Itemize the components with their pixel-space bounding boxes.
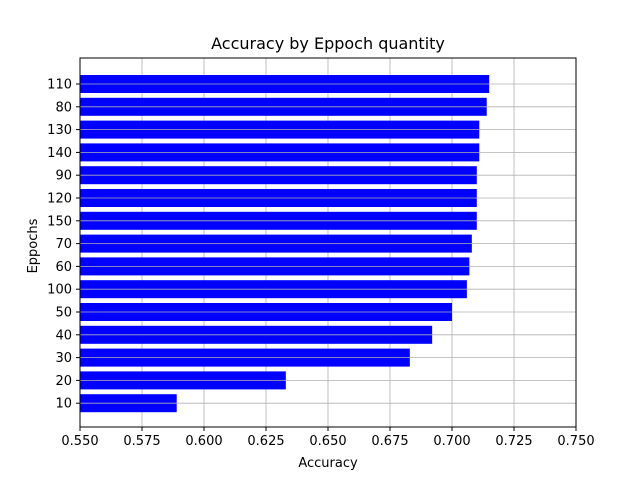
x-tick-label-3: 0.625 — [247, 434, 284, 449]
y-tick-label-70: 70 — [55, 237, 72, 252]
x-tick-label-4: 0.650 — [309, 434, 346, 449]
y-tick-label-50: 50 — [55, 306, 72, 321]
x-tick-label-0: 0.550 — [61, 434, 98, 449]
x-tick-label-6: 0.700 — [433, 434, 470, 449]
y-tick-label-40: 40 — [55, 328, 72, 343]
x-tick-label-1: 0.575 — [123, 434, 160, 449]
chart-title: Accuracy by Eppoch quantity — [211, 34, 445, 53]
y-axis-ticks: 110 80 130 140 90 120 150 70 60 100 50 40 30 20 10 — [47, 78, 80, 412]
y-tick-label-20: 20 — [55, 374, 72, 389]
y-tick-label-30: 30 — [55, 351, 72, 366]
y-tick-label-90: 90 — [55, 169, 72, 184]
y-tick-label-130: 130 — [47, 123, 72, 138]
y-tick-label-120: 120 — [47, 192, 72, 207]
x-tick-label-5: 0.675 — [371, 434, 408, 449]
y-tick-label-80: 80 — [55, 100, 72, 115]
x-tick-label-2: 0.600 — [185, 434, 222, 449]
y-tick-label-60: 60 — [55, 260, 72, 275]
x-axis-label: Accuracy — [298, 456, 358, 471]
x-tick-label-7: 0.725 — [495, 434, 532, 449]
x-tick-label-8: 0.750 — [557, 434, 594, 449]
bars — [80, 75, 576, 413]
y-axis-label: Eppochs — [26, 218, 41, 273]
y-tick-label-100: 100 — [47, 283, 72, 298]
x-axis-ticks: 0.550 0.575 0.600 0.625 0.650 0.675 0.700 0.725… — [61, 427, 595, 449]
y-tick-label-10: 10 — [55, 397, 72, 412]
y-tick-label-140: 140 — [47, 146, 72, 161]
y-tick-label-150: 150 — [47, 214, 72, 229]
y-tick-label-110: 110 — [47, 78, 72, 93]
